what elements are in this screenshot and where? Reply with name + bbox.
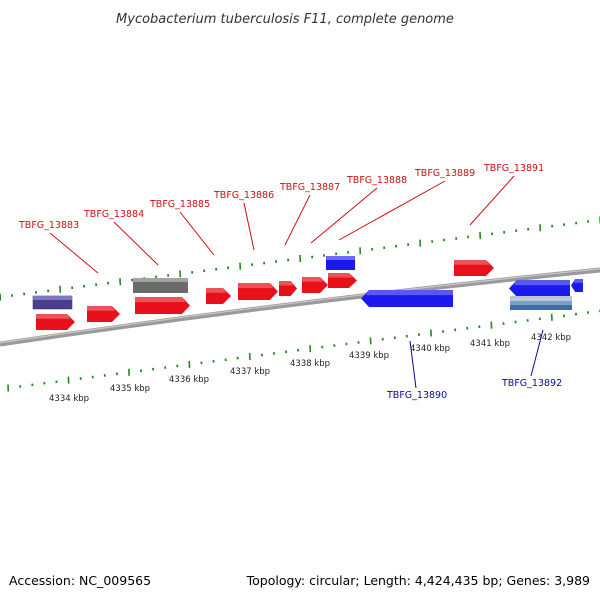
gene-arrow-shine [302, 277, 324, 282]
scale-label: 4339 kbp [349, 351, 389, 361]
gene-arrow-shine [328, 273, 353, 278]
rna-feature-1[interactable] [510, 296, 572, 301]
gene-arrow[interactable] [302, 277, 328, 293]
gene-arrow-shine [87, 306, 116, 311]
gene-arrow[interactable] [87, 306, 120, 322]
gene-arrows [36, 260, 583, 330]
rna-features [510, 296, 572, 310]
rna-feature-2[interactable] [510, 301, 572, 305]
map-title: Mycobacterium tuberculosis F11, complete… [116, 12, 454, 27]
leader-line [243, 202, 255, 251]
scale-label: 4342 kbp [531, 333, 571, 343]
leader-line [338, 180, 446, 241]
gene-label[interactable]: TBFG_13884 [83, 209, 144, 220]
gene-arrow-reverse-shine [513, 280, 570, 286]
backbone-highlight [0, 268, 600, 344]
leader-line [179, 211, 215, 256]
gene-arrow-reverse-shine [573, 279, 583, 283]
summary-text: Topology: circular; Length: 4,424,435 bp… [246, 573, 590, 588]
gene-arrow[interactable] [36, 314, 75, 330]
gray-feature-shine [133, 278, 188, 282]
gene-arrow[interactable] [279, 281, 297, 296]
gene-arrow[interactable] [206, 288, 231, 304]
gene-arrow-reverse[interactable] [509, 280, 570, 297]
rna-feature-3[interactable] [510, 305, 572, 310]
gene-arrow-shine [206, 288, 227, 293]
scale-label: 4336 kbp [169, 375, 209, 385]
gene-label[interactable]: TBFG_13886 [213, 190, 274, 201]
gene-label[interactable]: TBFG_13885 [149, 199, 210, 210]
gene-arrow[interactable] [328, 273, 357, 288]
purple-feature-shine [33, 296, 72, 300]
leader-line [530, 329, 544, 377]
gene-arrow-reverse-shine [365, 290, 453, 296]
gene-arrow-shine [238, 283, 274, 289]
gene-arrow[interactable] [135, 297, 190, 314]
gene-label[interactable]: TBFG_13887 [279, 182, 340, 193]
blue-gene-upper-shine [326, 256, 355, 260]
gene-arrow-shine [454, 260, 490, 265]
leader-line [284, 194, 311, 246]
gene-labels: TBFG_13883 TBFG_13884 TBFG_13885TBFG_13886… [18, 163, 562, 401]
leader-line [113, 221, 159, 266]
scale-label: 4334 kbp [49, 394, 89, 404]
scale-label: 4335 kbp [110, 384, 150, 394]
leader-line [310, 187, 378, 244]
leader-line [49, 232, 99, 274]
gene-arrow-shine [135, 297, 186, 303]
gene-arrow-shine [36, 314, 71, 319]
gene-label[interactable]: TBFG_13891 [483, 163, 544, 174]
gene-label[interactable]: TBFG_13888 [346, 175, 407, 186]
scale-labels: 4334 kbp 4335 kbp 4336 kbp 4337 kbp 4338 kbp… [49, 333, 571, 404]
scale-label: 4341 kbp [470, 339, 510, 349]
gene-arrow[interactable] [454, 260, 494, 276]
accession-text: Accession: NC_009565 [9, 573, 151, 588]
scale-label: 4340 kbp [410, 344, 450, 354]
gene-arrow-reverse[interactable] [361, 290, 453, 307]
gene-label[interactable]: TBFG_13883 [18, 220, 79, 231]
features-outer [32, 256, 355, 310]
gene-arrow-shine [279, 281, 294, 286]
scale-label: 4337 kbp [230, 367, 270, 377]
leader-line [409, 340, 417, 389]
leader-line [469, 175, 515, 226]
gene-label[interactable]: TBFG_13889 [414, 168, 475, 179]
gene-arrow-reverse[interactable] [571, 279, 583, 292]
scale-label: 4338 kbp [290, 359, 330, 369]
gene-label[interactable]: TBFG_13892 [501, 378, 562, 389]
gene-arrow[interactable] [238, 283, 278, 300]
genome-backbone [0, 267, 600, 347]
gene-label[interactable]: TBFG_13890 [386, 390, 447, 401]
